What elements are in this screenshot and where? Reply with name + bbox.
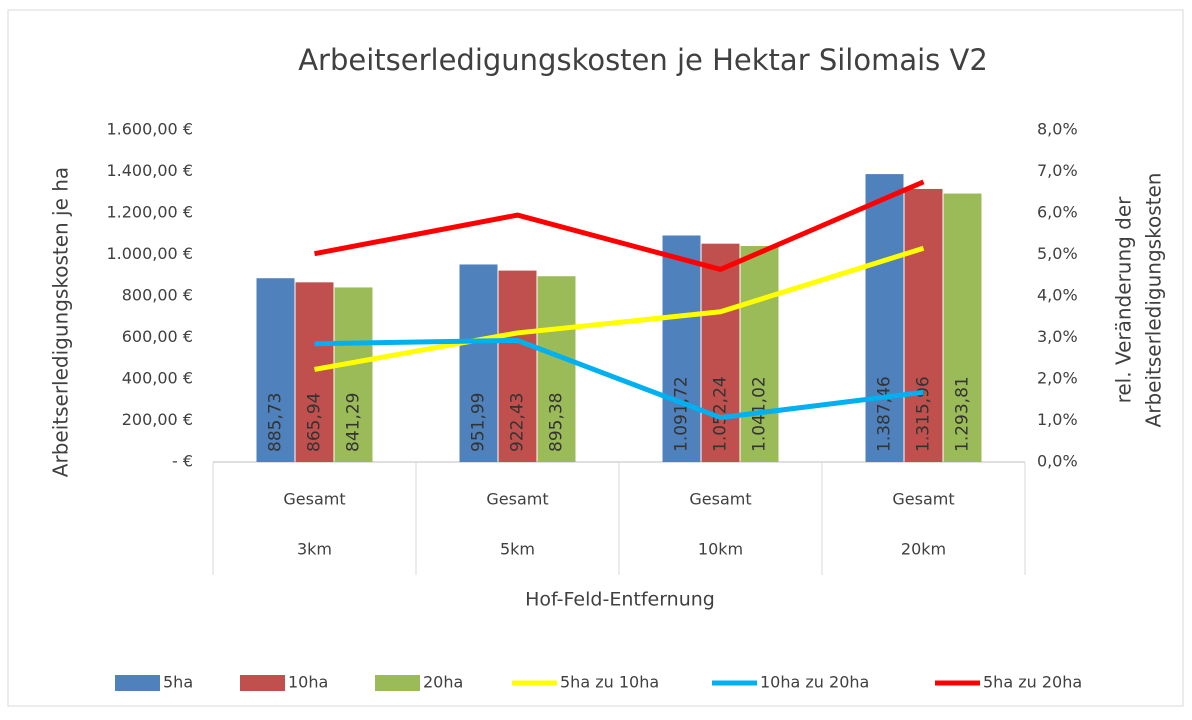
x-tick-sublabel: Gesamt	[283, 490, 345, 509]
legend-label: 10ha zu 20ha	[760, 673, 869, 692]
x-tick-sublabel: Gesamt	[486, 490, 548, 509]
x-tick-sublabel: Gesamt	[689, 490, 751, 509]
y2-axis-title: Arbeitserledigungskosten	[1142, 173, 1166, 428]
y2-tick-label: 7,0%	[1037, 161, 1078, 180]
x-tick-label: 3km	[297, 540, 332, 559]
y-axis-title: Arbeitserledigungskosten je ha	[49, 167, 73, 477]
data-label: 1.293,81	[953, 376, 973, 452]
chart-border	[7, 9, 1184, 707]
bar	[662, 235, 701, 462]
bar	[701, 243, 740, 462]
y2-tick-label: 1,0%	[1037, 410, 1078, 429]
data-label: 951,99	[469, 393, 489, 452]
line-series	[314, 337, 924, 421]
y2-tick-label: 0,0%	[1037, 452, 1078, 471]
data-label: 1.052,24	[711, 376, 731, 452]
y-tick-label: 400,00 €	[122, 369, 193, 388]
legend-label: 5ha zu 20ha	[983, 673, 1082, 692]
y2-axis-title: rel. Veränderung der	[1112, 196, 1136, 404]
x-tick-label: 5km	[500, 540, 535, 559]
legend-swatch	[240, 675, 285, 691]
chart-title: Arbeitserledigungskosten je Hektar Silom…	[298, 43, 988, 77]
data-label: 895,38	[547, 393, 567, 452]
x-tick-sublabel: Gesamt	[892, 490, 954, 509]
legend-label: 5ha	[163, 673, 193, 692]
bar	[295, 282, 334, 462]
legend-swatch	[115, 675, 160, 691]
y2-tick-label: 4,0%	[1037, 286, 1078, 305]
y2-tick-label: 6,0%	[1037, 203, 1078, 222]
legend-label: 20ha	[423, 673, 463, 692]
y-tick-label: 200,00 €	[122, 410, 193, 429]
bar	[740, 245, 779, 462]
line-series	[314, 179, 925, 272]
line-series	[314, 245, 925, 372]
bar	[334, 287, 373, 462]
data-label: 841,29	[344, 393, 364, 452]
data-label: 1.315,96	[914, 376, 934, 452]
bar	[904, 188, 943, 462]
legend-label: 5ha zu 10ha	[560, 673, 659, 692]
y-tick-label: 1.000,00 €	[106, 244, 193, 263]
data-label: 1.387,46	[875, 376, 895, 452]
bar	[943, 193, 982, 462]
bar	[498, 270, 537, 462]
legend-label: 10ha	[288, 673, 328, 692]
data-label: 885,73	[266, 393, 286, 452]
y-tick-label: 1.200,00 €	[106, 203, 193, 222]
y-tick-label: 600,00 €	[122, 327, 193, 346]
y-tick-label: 800,00 €	[122, 286, 193, 305]
y2-tick-label: 3,0%	[1037, 327, 1078, 346]
legend-swatch	[375, 675, 420, 691]
data-label: 865,94	[305, 393, 325, 452]
data-label: 922,43	[508, 393, 528, 452]
x-tick-label: 20km	[901, 540, 946, 559]
x-tick-label: 10km	[698, 540, 743, 559]
y-tick-label: - €	[172, 452, 193, 471]
bar	[537, 276, 576, 462]
y2-tick-label: 8,0%	[1037, 120, 1078, 139]
bar	[865, 174, 904, 462]
bar	[256, 278, 295, 462]
y-tick-label: 1.600,00 €	[106, 120, 193, 139]
x-axis-title: Hof-Feld-Entfernung	[525, 589, 715, 611]
y2-tick-label: 5,0%	[1037, 244, 1078, 263]
y2-tick-label: 2,0%	[1037, 369, 1078, 388]
data-label: 1.091,72	[672, 376, 692, 452]
bar	[459, 264, 498, 462]
y-tick-label: 1.400,00 €	[106, 161, 193, 180]
